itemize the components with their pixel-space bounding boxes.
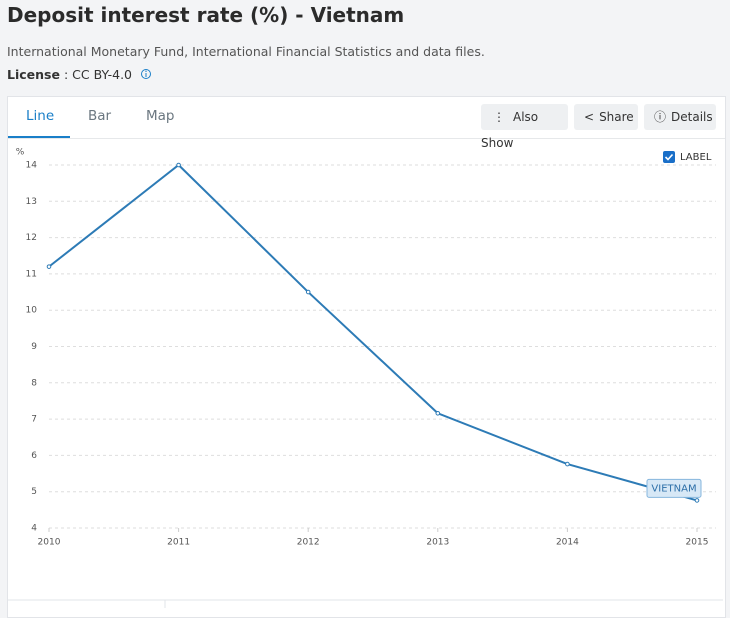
y-tick-label: 11 — [26, 269, 37, 279]
data-line — [48, 163, 698, 502]
x-tick-label: 2015 — [686, 538, 709, 548]
button-label: Details — [671, 110, 713, 124]
data-point — [435, 410, 441, 416]
button-label: Also Show — [481, 110, 539, 150]
x-tick-label: 2010 — [38, 538, 61, 548]
x-tick-label: 2013 — [426, 538, 449, 548]
share-button[interactable]: < Share — [574, 104, 638, 130]
button-label: Share — [599, 110, 634, 124]
label-toggle[interactable]: LABEL — [680, 152, 712, 163]
source: International Monetary Fund, Internation… — [7, 44, 485, 59]
x-tick-label: 2014 — [556, 538, 579, 548]
y-tick-label: 13 — [26, 197, 37, 207]
checkmark — [664, 153, 674, 161]
y-tick-label: 10 — [26, 306, 38, 316]
y-tick-label: 5 — [31, 487, 37, 497]
data-point — [176, 162, 181, 168]
y-tick-label: 8 — [31, 378, 37, 388]
chart-card: Line Bar Map ⋮ Also Show < Share ⓘ Details — [7, 96, 726, 618]
series-label-box — [646, 478, 702, 498]
license-value: : CC BY-4.0 — [63, 67, 133, 82]
license-label: License — [7, 67, 60, 82]
y-tick-label: 14 — [26, 161, 38, 171]
tab-underline — [8, 136, 70, 138]
y-tick-label: 4 — [31, 524, 37, 534]
y-axis-label: % — [16, 148, 25, 158]
series-label: VIETNAM — [651, 483, 696, 494]
also-show-button[interactable]: ⋮ Also Show — [481, 104, 568, 150]
data-point — [565, 461, 570, 467]
tab[interactable]: Line — [26, 108, 55, 124]
license: License : CC BY-4.0 — [7, 67, 152, 82]
data-point — [694, 498, 700, 503]
x-tick-label: 2011 — [167, 538, 190, 548]
x-tick-label: 2012 — [297, 538, 320, 548]
checkbox[interactable] — [663, 151, 675, 163]
data-point — [46, 264, 52, 269]
info-icon[interactable] — [140, 68, 152, 80]
tab-bar — [8, 138, 725, 139]
y-tick-label: 7 — [31, 415, 37, 425]
tab[interactable]: Map — [146, 108, 175, 124]
tab[interactable]: Bar — [88, 108, 112, 124]
page-title: Deposit interest rate (%) - Vietnam — [7, 3, 405, 27]
data-point — [305, 289, 311, 295]
y-tick-label: 9 — [31, 342, 37, 352]
y-tick-label: 12 — [26, 233, 37, 243]
y-tick-label: 6 — [31, 451, 37, 461]
details-button[interactable]: ⓘ Details — [644, 104, 716, 130]
